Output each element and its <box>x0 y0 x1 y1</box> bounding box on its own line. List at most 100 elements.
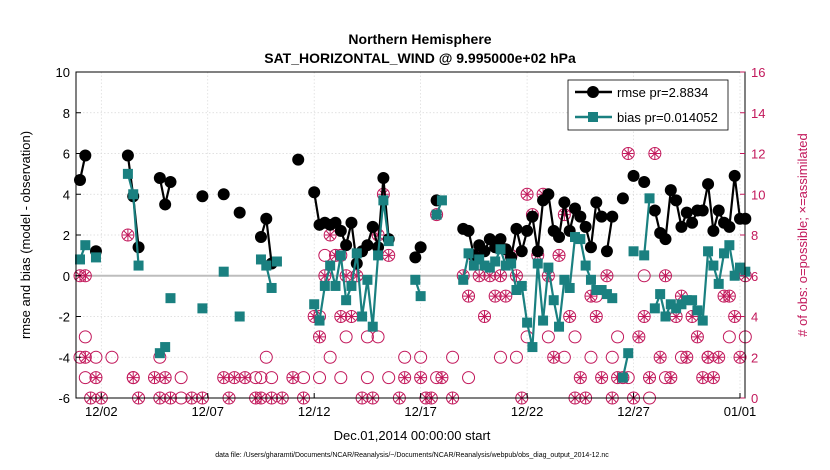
asterisk-stroke <box>400 373 409 382</box>
asterisk-ring <box>733 350 747 364</box>
bias-point <box>367 321 378 332</box>
obs-assimilated-marker <box>493 269 507 283</box>
obs-possible-marker <box>174 371 188 385</box>
asterisk-ring <box>595 371 609 385</box>
bias-point <box>703 246 714 257</box>
y-tick-label: 6 <box>63 147 70 162</box>
obs-assimilated-marker <box>632 330 646 344</box>
obs-possible-marker <box>323 350 337 364</box>
obs-possible-marker <box>509 350 523 364</box>
bias-point <box>506 258 517 269</box>
asterisk-ring <box>722 289 736 303</box>
asterisk-ring <box>664 371 678 385</box>
bias-point <box>431 209 442 220</box>
obs-assimilated-marker <box>563 310 577 323</box>
obs-assimilated-marker <box>669 310 683 323</box>
bias-point <box>724 240 735 251</box>
bias-point <box>415 291 426 302</box>
bias-point <box>266 282 277 293</box>
obs-possible-marker <box>334 371 348 385</box>
asterisk-ring <box>414 371 428 385</box>
obs-assimilated-marker <box>600 269 614 283</box>
legend-rmse-label: rmse pr=2.8834 <box>617 85 708 100</box>
rmse-point <box>595 210 608 223</box>
rmse-point <box>494 233 507 246</box>
asterisk-ring <box>126 371 140 385</box>
obs-assimilated-marker <box>435 371 449 385</box>
y2-tick-label: 10 <box>751 187 765 202</box>
bias-point <box>436 195 447 206</box>
axis-ticks: -6 -4 -2 0 2 4 6 8 10 0 2 4 6 8 10 12 14 16 12/02 12/07 12/1… <box>56 65 766 419</box>
bias-point <box>128 189 139 200</box>
bias-point <box>676 299 687 310</box>
obs-assimilated-marker <box>398 371 412 385</box>
rmse-point <box>670 194 683 207</box>
obs-assimilated-marker <box>121 228 135 242</box>
asterisk-ring <box>616 371 630 385</box>
chart-subtitle: SAT_HORIZONTAL_WIND @ 9.995000e+02 hPa <box>264 50 576 66</box>
asterisk-ring <box>286 371 300 385</box>
asterisk-stroke <box>602 271 612 280</box>
bias-point <box>271 256 282 267</box>
bias-point <box>255 254 266 265</box>
bias-point <box>479 260 490 271</box>
bias-series <box>75 168 751 383</box>
legend-bias-marker <box>588 112 598 122</box>
bias-point <box>500 260 511 271</box>
obs-assimilated-marker <box>621 147 635 160</box>
obs-assimilated-marker <box>643 371 657 385</box>
asterisk-stroke <box>725 291 734 301</box>
rmse-point <box>584 241 597 254</box>
rmse-point <box>579 220 592 233</box>
obs-possible-marker <box>259 350 273 364</box>
asterisk-ring <box>509 269 523 283</box>
obs-possible-marker <box>722 330 736 344</box>
bias-point <box>80 240 91 251</box>
asterisk-ring <box>563 310 577 323</box>
rmse-point <box>638 176 651 189</box>
bias-point <box>713 278 724 289</box>
asterisk-stroke <box>325 230 335 240</box>
obs-possible-marker <box>398 350 412 364</box>
bias-point <box>697 315 708 326</box>
rmse-point <box>542 188 555 201</box>
rmse-point <box>462 224 475 237</box>
x-tick-label: 12/07 <box>191 404 224 419</box>
obs-assimilated-marker <box>472 269 486 283</box>
rmse-point <box>707 224 720 237</box>
x-tick-label: 12/02 <box>85 404 118 419</box>
asterisk-ring <box>547 350 561 364</box>
rmse-point <box>648 204 661 217</box>
bias-point <box>708 260 719 271</box>
obs-possible-marker <box>382 371 396 385</box>
rmse-point <box>334 224 347 237</box>
bias-point <box>474 254 485 265</box>
y2-tick-label: 6 <box>751 269 758 284</box>
y-tick-label: -2 <box>58 310 70 325</box>
asterisk-stroke <box>592 312 601 321</box>
y-axis-label: rmse and bias (model - observation) <box>18 131 33 339</box>
asterisk-stroke <box>650 149 660 158</box>
asterisk-stroke <box>230 373 239 382</box>
bias-point <box>554 321 565 332</box>
bias-point <box>463 248 474 259</box>
asterisk-stroke <box>336 312 346 321</box>
rmse-point <box>159 198 172 211</box>
obs-assimilated-marker <box>89 371 103 385</box>
asterisk-ring <box>680 350 694 364</box>
asterisk-stroke <box>485 271 495 280</box>
obs-assimilated-marker <box>462 289 476 303</box>
asterisk-ring <box>589 310 603 323</box>
rmse-point <box>702 178 715 191</box>
bias-point <box>516 280 527 291</box>
obs-assimilated-marker <box>573 371 587 385</box>
bias-point <box>346 280 357 291</box>
y2-tick-label: 16 <box>751 65 765 80</box>
x-tick-label: 12/12 <box>298 404 331 419</box>
bias-point <box>575 234 586 245</box>
asterisk-ring <box>584 289 598 303</box>
rmse-point <box>515 245 528 258</box>
bias-point <box>719 248 730 259</box>
bias-point <box>591 285 602 296</box>
bias-point <box>351 248 362 259</box>
